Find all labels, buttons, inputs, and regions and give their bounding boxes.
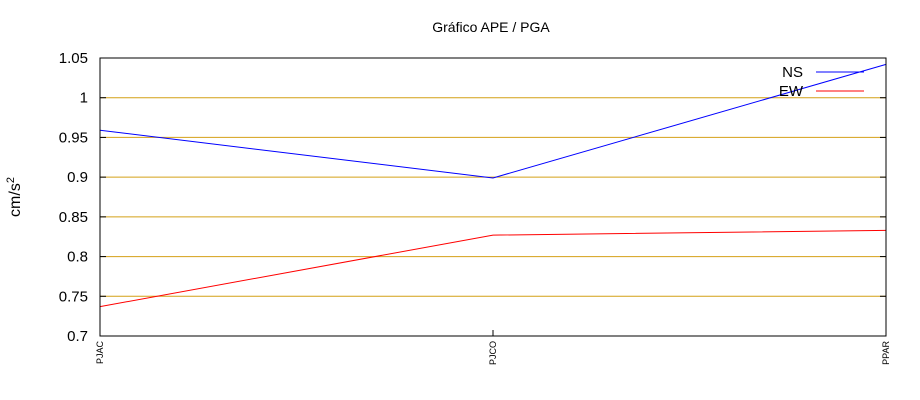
y-tick-label: 0.8 bbox=[67, 249, 88, 266]
plot-frame bbox=[99, 57, 887, 337]
y-axis-ticks: 0.7 0.75 0.8 0.85 0.9 0.95 1 1.05 bbox=[59, 50, 886, 345]
y-tick-label: 0.9 bbox=[67, 169, 88, 186]
y-axis-label-base: cm/s bbox=[7, 183, 24, 217]
legend: NS EW bbox=[779, 64, 864, 100]
x-tick-label: PJAC bbox=[95, 341, 105, 365]
y-tick-label: 0.95 bbox=[59, 129, 88, 146]
legend-label-ns: NS bbox=[782, 64, 803, 81]
y-tick-label: 0.85 bbox=[59, 209, 88, 226]
y-axis-label-superscript: 2 bbox=[5, 177, 17, 183]
series-line-ns bbox=[99, 63, 887, 179]
x-tick-label: PJCO bbox=[488, 341, 498, 365]
legend-label-ew: EW bbox=[779, 83, 804, 100]
series-lines bbox=[99, 63, 887, 308]
x-axis-ticks: PJAC PJCO PPAR bbox=[95, 330, 891, 365]
series-line-ew bbox=[99, 229, 887, 308]
y-tick-label: 0.7 bbox=[67, 328, 88, 345]
x-tick-label: PPAR bbox=[881, 341, 891, 365]
grid bbox=[100, 97, 886, 297]
y-tick-label: 0.75 bbox=[59, 288, 88, 305]
y-axis-label: cm/s2 bbox=[5, 177, 24, 217]
y-tick-label: 1 bbox=[80, 90, 88, 107]
y-tick-label: 1.05 bbox=[59, 50, 88, 67]
chart-title: Gráfico APE / PGA bbox=[432, 19, 550, 35]
